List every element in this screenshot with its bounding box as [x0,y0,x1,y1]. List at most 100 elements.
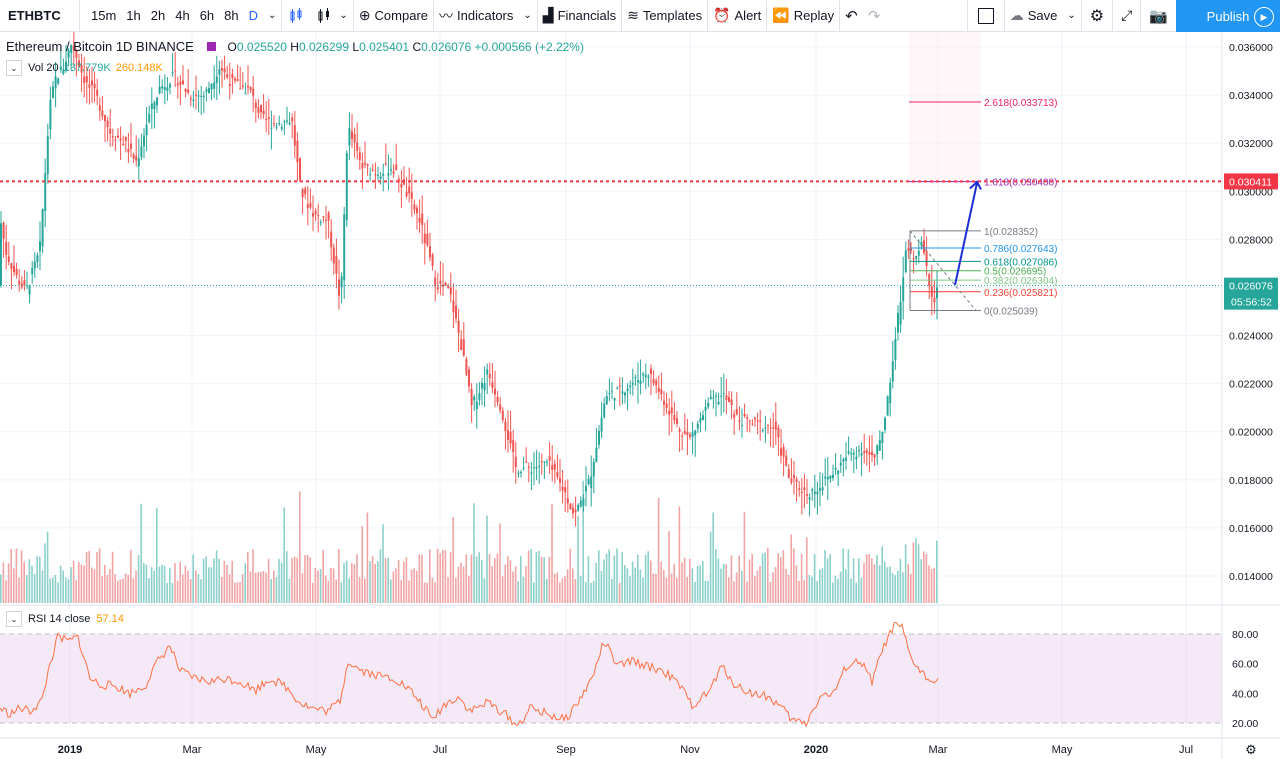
volume-bar [130,549,132,603]
candle-body [704,406,707,411]
volume-bar [28,559,31,603]
indicators-button[interactable]: 〰 Indicators ⌄ [439,7,532,24]
candle-body [241,85,244,87]
price-chart[interactable]: 2.618(0.033713) 1.618(0.030400) 1(0.028352… [0,32,1280,759]
interval-2h[interactable]: 2h [150,8,166,23]
volume-bar [621,552,623,603]
fib-retracement[interactable]: 2.618(0.033713) 1.618(0.030400) 1(0.028352… [909,98,1057,318]
volume-bar [634,567,636,603]
interval-8h[interactable]: 8h [224,8,239,23]
volume-bar [387,557,389,603]
candle-body [642,373,645,376]
candle-body [252,88,255,96]
volume-bar [382,524,384,603]
candle-body [195,94,197,96]
candle-body [377,174,379,176]
volume-bar [408,580,410,603]
templates-button[interactable]: ≋ Templates [627,7,703,23]
volume-bar [46,531,49,603]
interval-6h[interactable]: 6h [199,8,215,23]
candle-body [434,277,437,287]
countdown-label: 05:56:52 [1231,297,1272,309]
candle-body [306,204,309,208]
volume-bar [54,574,57,603]
volume-name[interactable]: Vol 20 [28,62,59,74]
volume-bar [309,557,311,603]
time-tick-label: May [306,744,327,756]
undo-icon[interactable]: ↶ [845,7,858,25]
interval-15m[interactable]: 15m [91,8,117,23]
candles-style-icon[interactable] [282,0,310,32]
candle-body [592,461,595,477]
interval-1h[interactable]: 1h [126,8,141,23]
volume-bar [876,554,878,603]
volume-bar [239,582,241,603]
settings-gear-icon[interactable]: ⚙ [1245,742,1257,757]
fullscreen-icon[interactable]: ⤢ [1121,7,1133,23]
candle-body [613,398,616,401]
candle-body [538,466,541,468]
candle-body [910,248,912,251]
candle-body [223,68,226,73]
candle-body [174,70,177,72]
volume-bar [59,565,62,603]
rsi-legend: ⌄ RSI 14 close 57.14 [6,611,124,627]
candle-body [340,276,343,288]
candle-body [39,241,41,252]
volume-bar [101,575,103,603]
redo-icon[interactable]: ↷ [867,7,881,25]
candle-body [834,467,837,470]
volume-bar [509,560,512,603]
candle-body [712,397,715,399]
fullscreen-layout-icon[interactable] [968,0,1004,32]
settings-gear-icon[interactable]: ⚙ [1089,7,1105,25]
candle-body [67,50,70,58]
volume-bar [933,567,935,603]
interval-d[interactable]: D [248,8,259,23]
camera-icon[interactable]: 📷 [1149,7,1168,25]
intervals-dropdown-icon[interactable]: ⌄ [268,10,277,21]
financials-icon: ▟ [542,7,554,23]
compare-button[interactable]: ⊕ Compare [358,7,429,23]
replay-button[interactable]: ⏪ Replay [772,7,835,23]
volume-bar [618,582,621,603]
candle-body [728,397,730,403]
volume-bar [132,578,135,603]
volume-bar [847,549,850,603]
volume-bar [712,512,714,603]
candle-body [585,485,587,492]
chart-type-icon[interactable]: ⌄ [310,0,352,32]
volume-bar [460,562,462,603]
candle-body [228,83,231,87]
financials-button[interactable]: ▟ Financials [542,7,617,23]
symbol-search[interactable]: ETHBTC [0,0,80,32]
rsi-name[interactable]: RSI 14 close [28,613,91,625]
alert-button[interactable]: ⏰ Alert [713,7,762,23]
candle-body [889,382,892,404]
candle-body [595,447,598,463]
candle-body [616,388,619,390]
candle-body [748,420,751,422]
save-button[interactable]: ☁ Save ⌄ [1009,7,1076,23]
publish-button[interactable]: Publish ▶ [1176,0,1280,32]
volume-bar [894,575,896,603]
volume-bar [470,554,473,603]
candle-body [504,421,507,432]
candle-body [231,73,234,79]
candle-body [527,466,530,468]
symbol-title[interactable]: Ethereum / Bitcoin 1D BINANCE [6,39,194,54]
candle-body [691,432,694,438]
candle-body [925,251,928,266]
candle-body [478,393,481,400]
interval-4h[interactable]: 4h [175,8,190,23]
volume-bar [364,578,366,603]
candle-body [871,451,873,455]
candle-body [273,123,275,125]
volume-bar [444,550,447,603]
volume-bar [520,556,522,603]
collapse-chevron-icon[interactable]: ⌄ [6,60,22,76]
volume-bar [187,570,189,603]
candle-body [800,491,803,493]
candle-body [301,189,304,198]
collapse-chevron-icon[interactable]: ⌄ [6,611,22,627]
